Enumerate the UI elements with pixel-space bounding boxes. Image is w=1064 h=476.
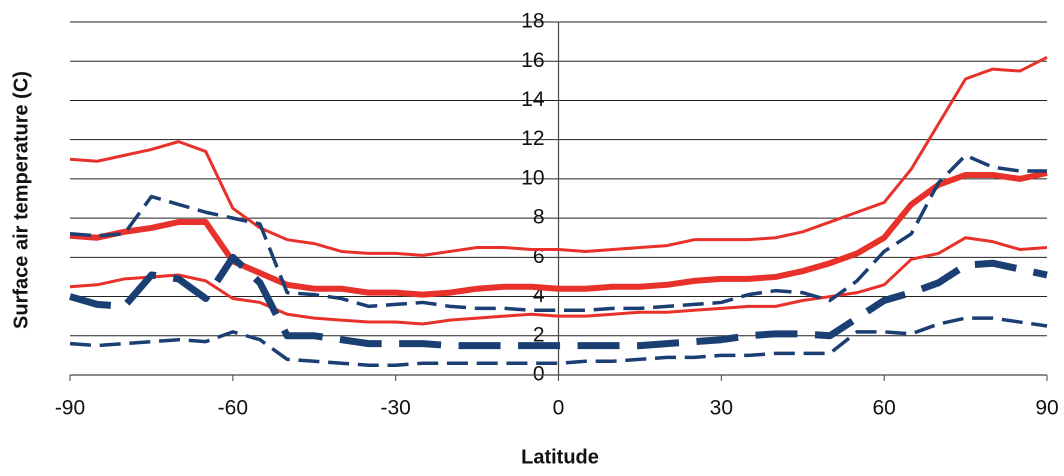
x-tick-label: 90 <box>1035 397 1058 420</box>
y-tick-label: 16 <box>521 49 544 72</box>
x-tick-label: 60 <box>872 397 895 420</box>
line-series <box>69 316 1048 367</box>
y-tick-label: 18 <box>521 10 544 33</box>
y-tick-label: 2 <box>533 323 545 346</box>
x-axis-label: Latitude <box>521 446 599 468</box>
line-series <box>69 236 1048 326</box>
x-tick-label: -30 <box>380 397 410 420</box>
x-tick-label: -90 <box>55 397 85 420</box>
line-series <box>69 253 1048 350</box>
line-series <box>69 55 1048 257</box>
x-tick-label: -60 <box>218 397 248 420</box>
x-tick-label: 0 <box>553 397 565 420</box>
y-tick-label: 0 <box>533 363 545 386</box>
y-axis-label: Surface air temperature (C) <box>10 71 32 329</box>
y-tick-label: 10 <box>521 166 544 189</box>
x-tick-label: 30 <box>710 397 733 420</box>
y-tick-label: 8 <box>533 206 545 229</box>
y-tick-label: 6 <box>533 245 545 268</box>
y-tick-label: 14 <box>521 88 545 111</box>
line-series <box>69 153 1047 313</box>
y-tick-label: 12 <box>521 127 544 150</box>
